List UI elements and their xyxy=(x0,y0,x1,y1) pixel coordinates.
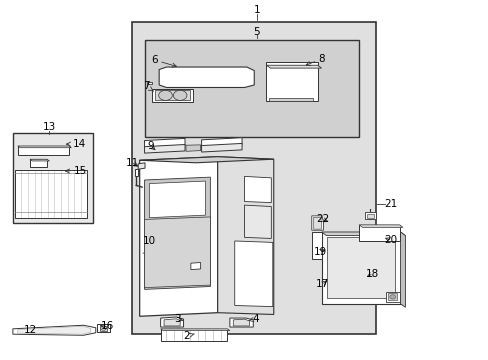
Circle shape xyxy=(173,90,186,100)
Polygon shape xyxy=(152,89,193,102)
Polygon shape xyxy=(30,159,47,167)
Circle shape xyxy=(158,90,172,100)
Polygon shape xyxy=(321,232,405,235)
Polygon shape xyxy=(140,157,273,163)
Polygon shape xyxy=(144,177,210,289)
Polygon shape xyxy=(149,181,205,218)
Polygon shape xyxy=(268,98,312,101)
Polygon shape xyxy=(313,217,321,229)
Polygon shape xyxy=(135,168,138,176)
Text: 15: 15 xyxy=(65,166,87,176)
Polygon shape xyxy=(30,159,49,161)
Polygon shape xyxy=(185,145,200,151)
Polygon shape xyxy=(217,157,273,315)
Polygon shape xyxy=(18,326,91,334)
Text: 21: 21 xyxy=(384,199,397,210)
Text: 7: 7 xyxy=(142,81,153,91)
Text: 16: 16 xyxy=(100,321,113,331)
Polygon shape xyxy=(159,67,254,87)
Text: 2: 2 xyxy=(183,331,194,341)
Text: 12: 12 xyxy=(23,325,37,335)
Polygon shape xyxy=(144,144,184,153)
Text: 1: 1 xyxy=(253,5,260,15)
Circle shape xyxy=(389,295,395,299)
Text: 11: 11 xyxy=(125,158,139,168)
Polygon shape xyxy=(358,225,399,241)
Polygon shape xyxy=(244,176,271,203)
Polygon shape xyxy=(400,232,405,307)
Text: 20: 20 xyxy=(384,235,397,245)
Polygon shape xyxy=(387,293,396,301)
Polygon shape xyxy=(244,205,271,238)
Polygon shape xyxy=(97,324,110,332)
Text: 8: 8 xyxy=(305,54,325,66)
Polygon shape xyxy=(140,157,217,316)
Polygon shape xyxy=(147,82,152,84)
Polygon shape xyxy=(311,216,323,230)
Bar xyxy=(13,134,93,223)
Polygon shape xyxy=(190,262,200,270)
Polygon shape xyxy=(144,217,210,288)
Text: 18: 18 xyxy=(365,269,378,279)
Polygon shape xyxy=(144,138,184,148)
Text: 22: 22 xyxy=(315,215,328,224)
Polygon shape xyxy=(366,214,373,219)
Polygon shape xyxy=(321,232,400,304)
Bar xyxy=(144,40,358,137)
Bar xyxy=(132,22,375,334)
Polygon shape xyxy=(365,212,375,220)
Polygon shape xyxy=(160,317,183,327)
Polygon shape xyxy=(160,329,227,341)
Text: 6: 6 xyxy=(151,55,176,67)
Text: 10: 10 xyxy=(142,236,156,246)
Polygon shape xyxy=(234,241,272,307)
Polygon shape xyxy=(13,325,96,335)
Text: 13: 13 xyxy=(43,122,56,132)
Polygon shape xyxy=(163,319,180,326)
Text: 5: 5 xyxy=(253,27,260,37)
Polygon shape xyxy=(358,225,402,227)
Polygon shape xyxy=(155,90,189,100)
Text: 4: 4 xyxy=(248,314,259,324)
Text: 3: 3 xyxy=(174,314,183,324)
Polygon shape xyxy=(233,319,249,326)
Polygon shape xyxy=(138,163,145,169)
Polygon shape xyxy=(385,292,399,302)
Polygon shape xyxy=(160,329,229,330)
Text: 14: 14 xyxy=(66,139,86,149)
Polygon shape xyxy=(266,62,317,101)
Text: 9: 9 xyxy=(147,141,155,151)
Polygon shape xyxy=(15,170,87,218)
Polygon shape xyxy=(229,318,253,327)
Text: 19: 19 xyxy=(313,247,326,257)
Polygon shape xyxy=(201,138,242,147)
Polygon shape xyxy=(18,146,69,155)
Polygon shape xyxy=(100,325,107,331)
Polygon shape xyxy=(201,143,242,152)
Polygon shape xyxy=(266,65,321,68)
Polygon shape xyxy=(18,146,71,148)
Circle shape xyxy=(101,326,106,330)
Text: 17: 17 xyxy=(315,279,328,289)
Polygon shape xyxy=(311,232,321,259)
Polygon shape xyxy=(327,237,394,298)
